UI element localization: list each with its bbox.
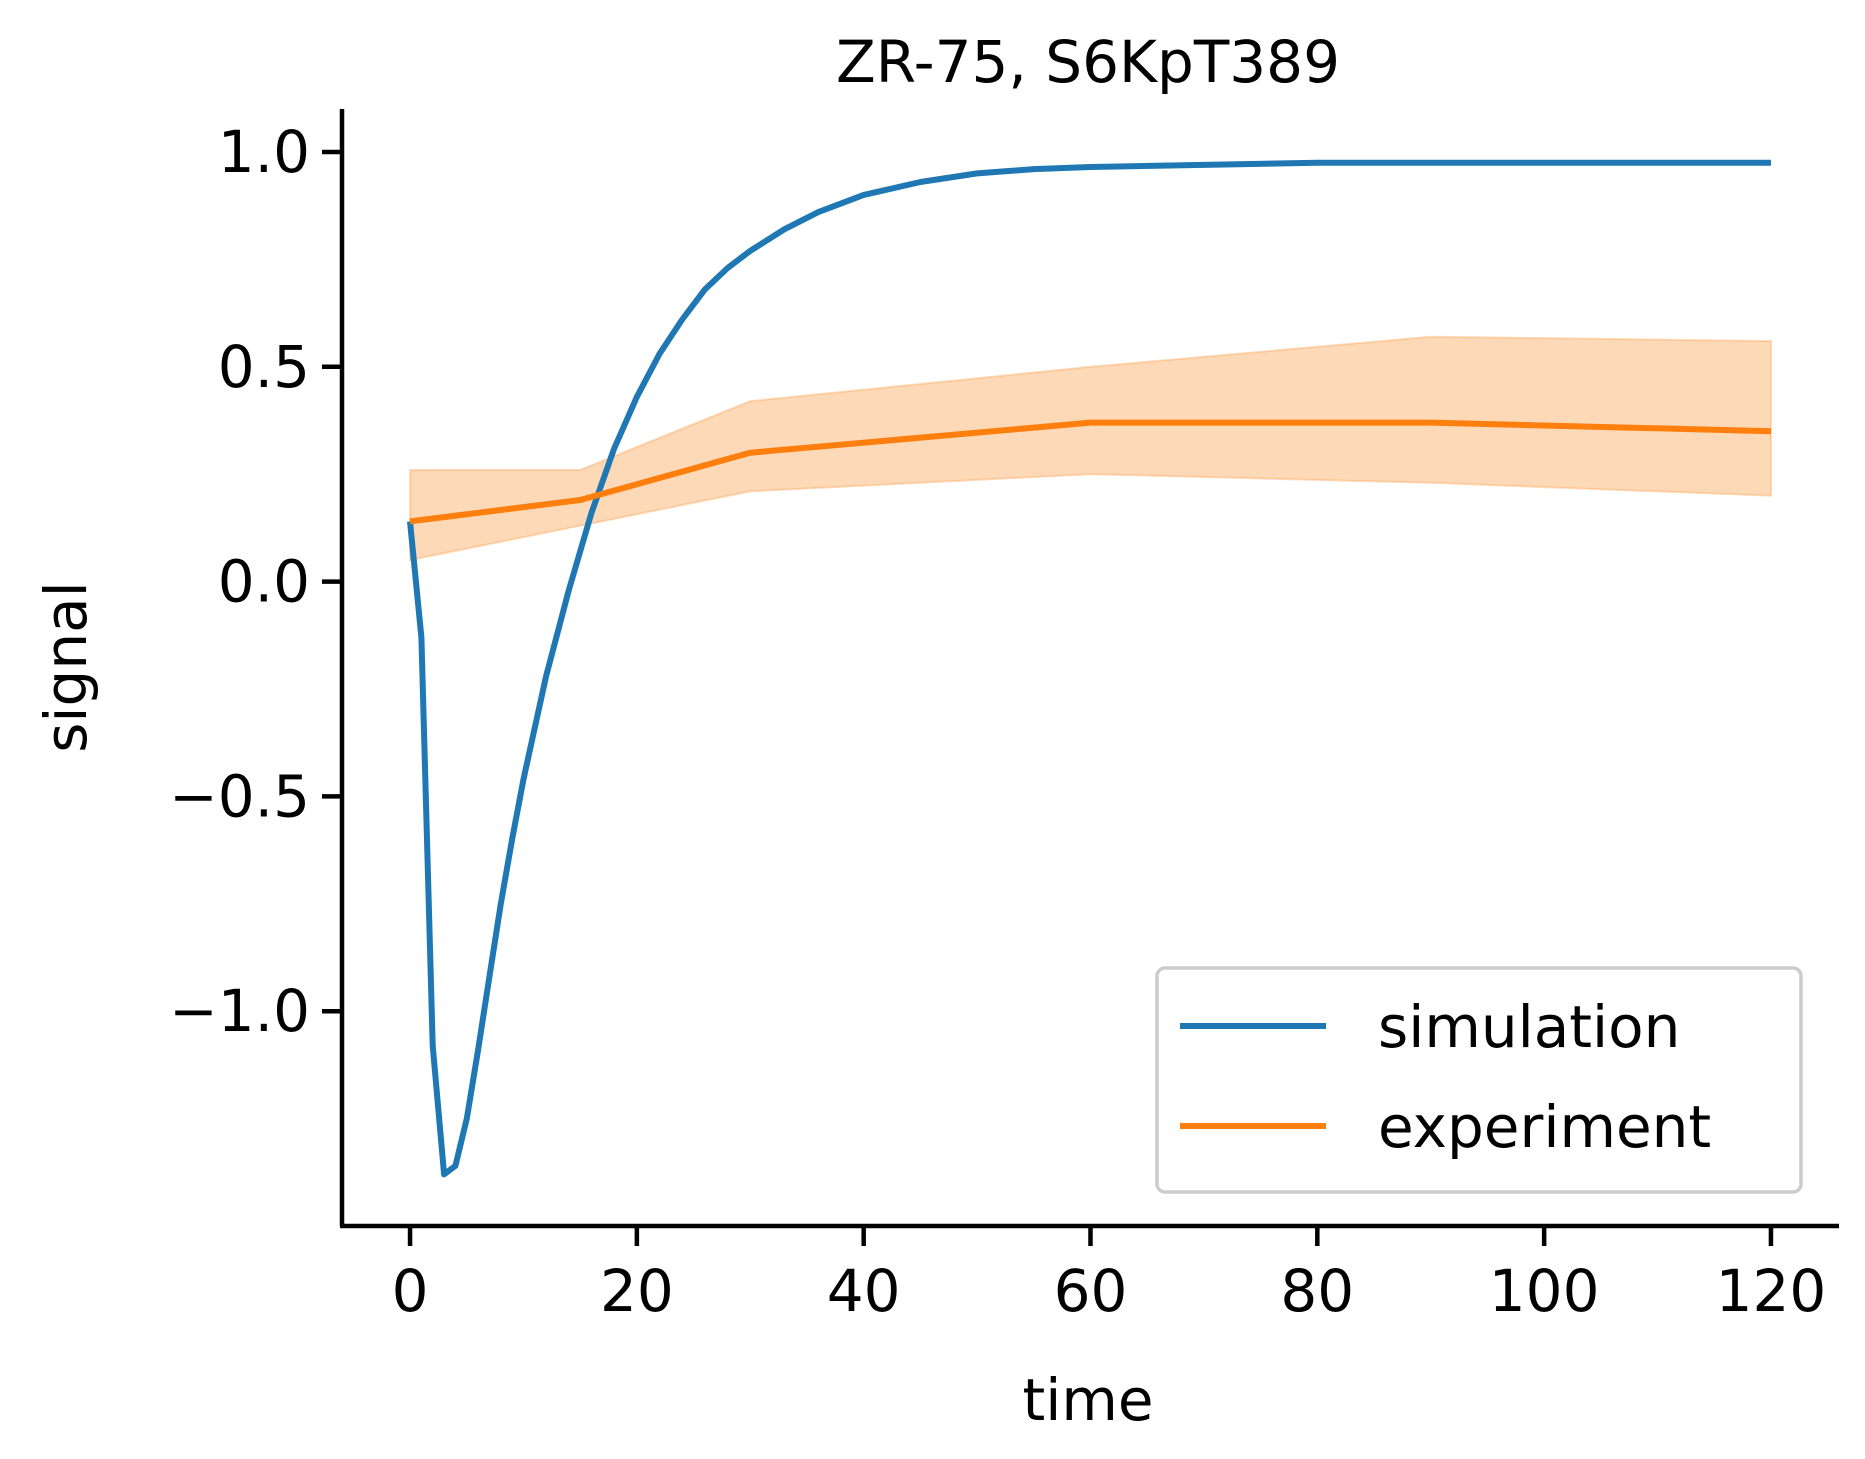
y-tick-label: 0.0 [218,548,310,616]
x-tick-label: 20 [600,1257,674,1325]
y-tick-label: −0.5 [169,762,310,830]
x-tick-label: 120 [1716,1257,1827,1325]
experiment-confidence-band [409,335,1772,562]
plot-area [407,159,1772,1178]
x-tick-label: 60 [1054,1257,1128,1325]
legend-label-experiment: experiment [1378,1093,1711,1161]
y-tick-label: 1.0 [218,118,310,186]
y-tick-label: 0.5 [218,333,310,401]
x-axis-label: time [1022,1366,1153,1434]
legend: simulation experiment [1155,966,1803,1194]
legend-label-simulation: simulation [1378,993,1680,1061]
x-tick-label: 0 [392,1257,429,1325]
series-line-simulation [407,159,1771,1178]
x-tick-label: 100 [1489,1257,1600,1325]
series-line-experiment [409,419,1772,525]
x-axis-ticks: 0 20 40 60 80 100 120 [392,1226,1827,1325]
chart-title: ZR-75, S6KpT389 [836,28,1340,96]
y-tick-label: −1.0 [169,977,310,1045]
y-axis-ticks: −1.0 −0.5 0.0 0.5 1.0 [169,118,342,1045]
x-tick-label: 80 [1280,1257,1354,1325]
y-axis-label: signal [32,581,100,753]
x-tick-label: 40 [827,1257,901,1325]
